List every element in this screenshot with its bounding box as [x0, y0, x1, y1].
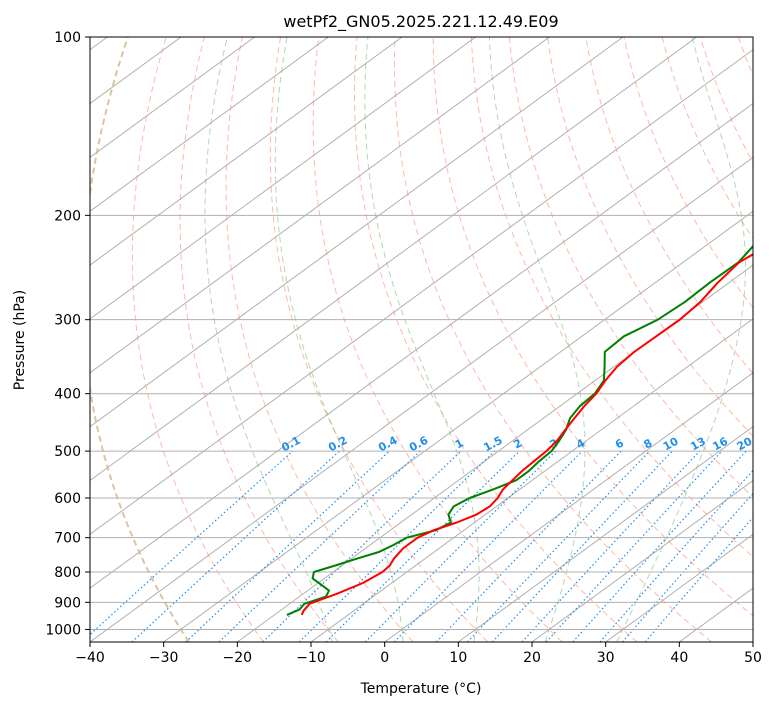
dry-adiabat-line	[585, 37, 753, 375]
mixing-ratio-line	[599, 469, 753, 642]
plot-background	[90, 37, 753, 642]
isotherm-line	[90, 156, 753, 642]
isotherm-line	[384, 372, 753, 642]
moist-adiabat-line	[204, 37, 333, 642]
mixing-ratio-label: 20	[735, 435, 755, 454]
pressure-grid-lines	[90, 37, 753, 630]
dry-adiabat-line	[179, 37, 339, 642]
mixing-ratio-line	[393, 450, 583, 642]
y-tick-label: 800	[54, 565, 81, 581]
y-tick-label: 200	[54, 208, 81, 224]
moist-adiabat-line	[364, 37, 480, 642]
x-tick-label: −40	[75, 650, 105, 666]
dry-adiabat-line	[509, 37, 753, 498]
y-tick-label: 500	[54, 444, 81, 460]
mixing-ratio-line	[521, 450, 701, 642]
mixing-ratio-line	[572, 450, 747, 642]
y-tick-label: 1000	[45, 622, 81, 638]
isotherm-line	[90, 37, 329, 212]
isotherm-line	[458, 425, 753, 642]
y-tick-label: 300	[54, 313, 81, 329]
mixing-ratio-line	[131, 450, 340, 642]
mixing-ratio-line	[325, 450, 520, 642]
x-tick-label: −10	[296, 650, 326, 666]
mixing-ratio-label: 10	[661, 435, 681, 454]
isotherm-line	[90, 37, 476, 320]
moist-adiabat-lines	[204, 37, 746, 642]
isotherm-line	[90, 102, 753, 589]
mixing-ratio-line	[90, 450, 294, 636]
dry-adiabat-line	[470, 37, 753, 558]
y-axis-label: Pressure (hPa)	[12, 290, 28, 390]
mixing-ratio-line	[262, 450, 462, 642]
mixing-ratio-line	[364, 450, 557, 642]
x-tick-label: 20	[523, 650, 541, 666]
x-tick-label: 50	[744, 650, 762, 666]
dry-adiabat-line	[699, 37, 753, 164]
profile-series	[286, 244, 753, 616]
isotherm-line	[90, 37, 550, 374]
dry-adiabat-line	[354, 37, 638, 642]
plot-frame	[89, 36, 754, 643]
x-tick-label: 0	[380, 650, 389, 666]
temperature-profile-line	[300, 253, 753, 616]
mixing-ratio-line	[298, 450, 496, 642]
dry-adiabat-line	[432, 37, 753, 617]
x-tick-label: −20	[223, 650, 253, 666]
y-tick-label: 600	[54, 491, 81, 507]
y-tick-label: 100	[54, 30, 81, 46]
x-tick-label: 40	[670, 650, 688, 666]
dry-adiabat-line	[131, 37, 264, 642]
dry-adiabat-line	[225, 37, 414, 642]
isotherm-line	[531, 479, 753, 642]
dry-adiabat-line	[90, 37, 190, 642]
isotherm-line	[90, 37, 624, 428]
x-tick-label: 30	[597, 650, 615, 666]
mixing-ratio-line	[545, 450, 723, 642]
dry-adiabat-lines	[90, 37, 753, 642]
mixing-ratio-line	[185, 450, 390, 642]
mixing-ratio-label: 13	[688, 435, 708, 454]
isotherm-line	[605, 533, 753, 642]
mixing-ratio-line	[435, 450, 622, 642]
x-axis-label: Temperature (°C)	[360, 681, 482, 697]
isotherm-line	[90, 37, 697, 482]
moist-adiabat-line	[274, 37, 404, 642]
y-tick-label: 900	[54, 595, 81, 611]
y-axis: 1000 900 800 700 600 500 400 300 200 100	[45, 30, 90, 638]
dry-adiabat-line	[312, 37, 563, 642]
y-tick-label: 700	[54, 531, 81, 547]
x-tick-label: −30	[149, 650, 179, 666]
isotherm-line	[163, 210, 753, 642]
isotherm-line	[90, 37, 255, 158]
isotherm-line	[90, 49, 753, 535]
x-axis: −40 −30 −20 −10 0 10 20 30 40 50	[75, 642, 762, 666]
y-tick-label: 400	[54, 387, 81, 403]
chart-title: wetPf2_GN05.2025.221.12.49.E09	[283, 12, 558, 32]
mixing-ratio-label: 16	[710, 435, 730, 454]
moist-adiabat-line	[488, 37, 586, 642]
isotherm-line	[90, 37, 403, 266]
dry-adiabat-line	[547, 37, 753, 437]
x-tick-label: 10	[449, 650, 467, 666]
moist-adiabat-line	[616, 37, 746, 642]
